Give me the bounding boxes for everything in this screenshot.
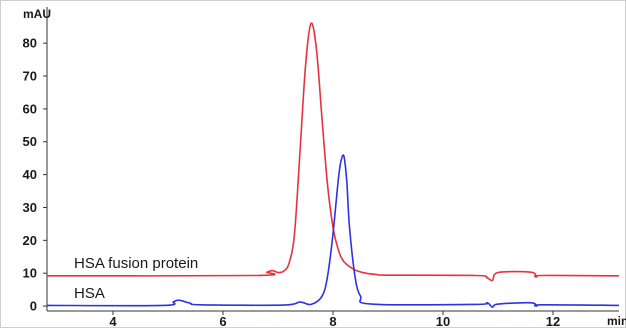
series-line-hsa-fusion-protein (46, 22, 620, 282)
y-tick-label: 60 (23, 101, 37, 116)
y-tick-label: 40 (23, 167, 37, 182)
x-tick-label: 6 (219, 314, 226, 329)
plot-area (46, 22, 620, 308)
y-unit-label: mAU (23, 7, 51, 21)
x-unit-label: min (607, 314, 626, 328)
x-tick-label: 10 (436, 314, 450, 329)
y-tick-label: 0 (30, 299, 37, 314)
y-tick-label: 70 (23, 69, 37, 84)
x-tick-label: 8 (329, 314, 336, 329)
y-tick-label: 30 (23, 200, 37, 215)
x-tick-label: 4 (109, 314, 117, 329)
y-tick-label: 50 (23, 134, 37, 149)
series-line-hsa (46, 154, 620, 308)
tick-labels: 0 10 20 30 40 50 60 70 80 4 6 8 10 12 (23, 36, 561, 329)
y-tick-label: 10 (23, 266, 37, 281)
x-tick-label: 12 (546, 314, 560, 329)
y-tick-label: 80 (23, 36, 37, 51)
series-labels: HSA fusion protein HSA (74, 255, 198, 302)
y-tick-label: 20 (23, 233, 37, 248)
series-label-hsa: HSA (74, 285, 105, 302)
axes (43, 7, 619, 315)
series-label-hsa-fusion-protein: HSA fusion protein (74, 255, 198, 272)
